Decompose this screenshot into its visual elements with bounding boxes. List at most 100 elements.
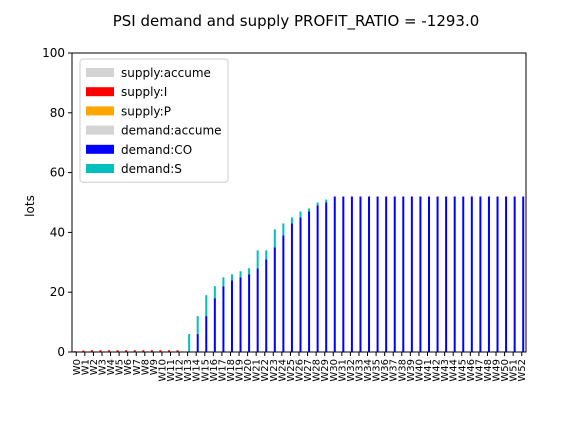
- legend-swatch: [86, 106, 114, 116]
- bar-demand-co-w32: [350, 196, 353, 352]
- bar-demand-s-w17: [222, 277, 225, 287]
- x-tick-label: W52: [517, 359, 528, 382]
- x-tick-label: W38: [397, 359, 408, 382]
- y-tick-label: 0: [57, 345, 65, 359]
- x-tick-label: W45: [457, 359, 468, 382]
- y-axis-label: lots: [23, 195, 37, 217]
- x-tick-label: W9: [149, 359, 160, 375]
- x-tick-label: W35: [372, 359, 383, 382]
- legend-label: supply:accume: [121, 66, 211, 80]
- bar-demand-co-w15: [205, 316, 208, 352]
- bar-demand-s-w16: [213, 286, 216, 299]
- x-tick-label: W51: [509, 359, 520, 382]
- x-tick-label: W6: [123, 359, 134, 375]
- bar-demand-co-w42: [436, 196, 439, 352]
- bar-demand-s-w27: [308, 208, 311, 212]
- x-tick-label: W46: [466, 359, 477, 382]
- bar-demand-co-w23: [273, 247, 276, 352]
- bar-demand-co-w19: [239, 277, 242, 352]
- bar-demand-co-w28: [316, 205, 319, 352]
- x-tick-label: W13: [183, 359, 194, 382]
- legend-swatch: [86, 125, 114, 135]
- x-tick-label: W4: [106, 359, 117, 375]
- bar-demand-s-w13: [188, 334, 191, 352]
- bar-demand-co-w38: [402, 196, 405, 352]
- bar-demand-co-w40: [419, 196, 422, 352]
- legend: supply:accume supply:I supply:P demand:accu…: [79, 58, 229, 183]
- x-tick-label: W25: [286, 359, 297, 382]
- bar-supply-i-w1: [82, 350, 85, 352]
- x-tick-label: W19: [235, 359, 246, 382]
- legend-label: demand:CO: [121, 143, 192, 157]
- bar-demand-s-w14: [196, 316, 199, 335]
- bar-demand-co-w31: [342, 196, 345, 352]
- bar-demand-s-w18: [230, 274, 233, 281]
- x-tick-label: W7: [132, 359, 143, 375]
- x-tick-label: W36: [380, 359, 391, 382]
- x-tick-label: W17: [217, 359, 228, 382]
- x-tick-label: W2: [89, 359, 100, 375]
- bar-supply-i-w7: [133, 350, 136, 352]
- bar-demand-co-w29: [325, 202, 328, 352]
- bar-demand-s-w21: [256, 250, 259, 269]
- legend-swatch: [86, 164, 114, 173]
- bar-demand-co-w49: [496, 196, 499, 352]
- bar-demand-co-w41: [427, 196, 430, 352]
- x-tick-label: W5: [115, 359, 126, 375]
- x-tick-label: W12: [175, 359, 186, 382]
- x-tick-label: W10: [157, 359, 168, 382]
- bar-demand-s-w29: [325, 199, 328, 203]
- x-tick-label: W26: [295, 359, 306, 382]
- bar-supply-i-w3: [99, 350, 102, 352]
- bar-demand-s-w24: [282, 223, 285, 236]
- bar-demand-co-w48: [487, 196, 490, 352]
- bar-demand-co-w35: [376, 196, 379, 352]
- bar-demand-co-w43: [445, 196, 448, 352]
- x-tick-label: W8: [140, 359, 151, 375]
- legend-box: [79, 58, 229, 183]
- bar-supply-i-w12: [176, 350, 179, 352]
- bar-demand-co-w34: [368, 196, 371, 352]
- x-tick-label: W44: [449, 359, 460, 382]
- bar-supply-i-w9: [150, 350, 153, 352]
- chart-title: PSI demand and supply PROFIT_RATIO = -12…: [113, 12, 480, 31]
- x-tick-label: W33: [354, 359, 365, 382]
- legend-swatch: [86, 87, 114, 97]
- bar-demand-co-w18: [230, 280, 233, 352]
- x-tick-label: W14: [192, 359, 203, 382]
- x-tick-label: W37: [389, 359, 400, 382]
- x-tick-label: W15: [200, 359, 211, 382]
- bar-demand-co-w22: [265, 259, 268, 352]
- legend-label: supply:P: [121, 104, 171, 118]
- x-tick-label: W1: [80, 359, 91, 375]
- bar-demand-co-w51: [513, 196, 516, 352]
- bar-demand-co-w36: [385, 196, 388, 352]
- x-tick-label: W47: [474, 359, 485, 382]
- x-tick-label: W30: [329, 359, 340, 382]
- axes: 020406080100W0W1W2W3W4W5W6W7W8W9W10W11W1…: [42, 46, 528, 382]
- x-tick-label: W27: [303, 359, 314, 382]
- bar-supply-i-w10: [159, 350, 162, 352]
- bar-demand-co-w27: [308, 211, 311, 352]
- bar-demand-co-w25: [290, 223, 293, 352]
- bar-demand-co-w50: [505, 196, 508, 352]
- bar-demand-co-w16: [213, 298, 216, 352]
- x-tick-label: W11: [166, 359, 177, 382]
- x-tick-label: W0: [72, 359, 83, 375]
- x-tick-label: W34: [363, 359, 374, 382]
- y-tick-label: 20: [50, 285, 65, 299]
- bar-demand-co-w45: [462, 196, 465, 352]
- x-tick-label: W31: [337, 359, 348, 382]
- x-tick-label: W18: [226, 359, 237, 382]
- bar-demand-s-w23: [273, 229, 276, 248]
- bar-supply-i-w8: [142, 350, 145, 352]
- legend-label: demand:accume: [121, 124, 222, 138]
- y-tick-label: 60: [50, 166, 65, 180]
- bar-demand-co-w30: [333, 196, 336, 352]
- bar-demand-co-w52: [522, 196, 525, 352]
- legend-swatch: [86, 144, 114, 154]
- bar-demand-co-w33: [359, 196, 362, 352]
- plot-area: [73, 196, 525, 353]
